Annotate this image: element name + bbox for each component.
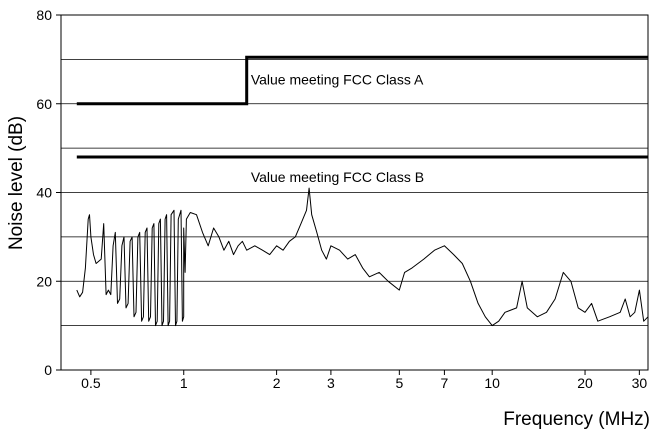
x-tick-label: 20 — [577, 375, 593, 391]
x-tick-label: 10 — [484, 375, 500, 391]
gridlines — [61, 58, 648, 327]
noise-series — [76, 187, 649, 327]
y-tick-label: 80 — [36, 7, 52, 23]
x-tick-label: 0.5 — [81, 375, 101, 391]
x-axis-ticks: 0.5 1 2 3 5 7 10 20 30 — [81, 370, 647, 391]
fcc-limit-lines — [76, 55, 648, 159]
noise-level-line — [76, 187, 649, 327]
fcc-class-b-annotation: Value meeting FCC Class B — [251, 169, 424, 185]
x-tick-label: 5 — [395, 375, 403, 391]
y-tick-label: 60 — [36, 96, 52, 112]
x-tick-label: 3 — [327, 375, 335, 391]
y-axis-ticks: 0 20 40 60 80 — [36, 7, 61, 378]
x-tick-label: 2 — [273, 375, 281, 391]
y-axis-label: Noise level (dB) — [6, 116, 27, 250]
fcc-class-a-annotation: Value meeting FCC Class A — [251, 71, 424, 87]
y-tick-label: 20 — [36, 273, 52, 289]
fcc-class-a-limit-line — [76, 55, 648, 106]
x-tick-label: 7 — [441, 375, 449, 391]
x-tick-label: 30 — [632, 375, 648, 391]
y-tick-label: 40 — [36, 185, 52, 201]
x-axis-label: Frequency (MHz) — [503, 409, 650, 430]
y-tick-label: 0 — [44, 362, 52, 378]
annotations: Value meeting FCC Class A Value meeting F… — [251, 71, 424, 185]
x-tick-label: 1 — [180, 375, 188, 391]
